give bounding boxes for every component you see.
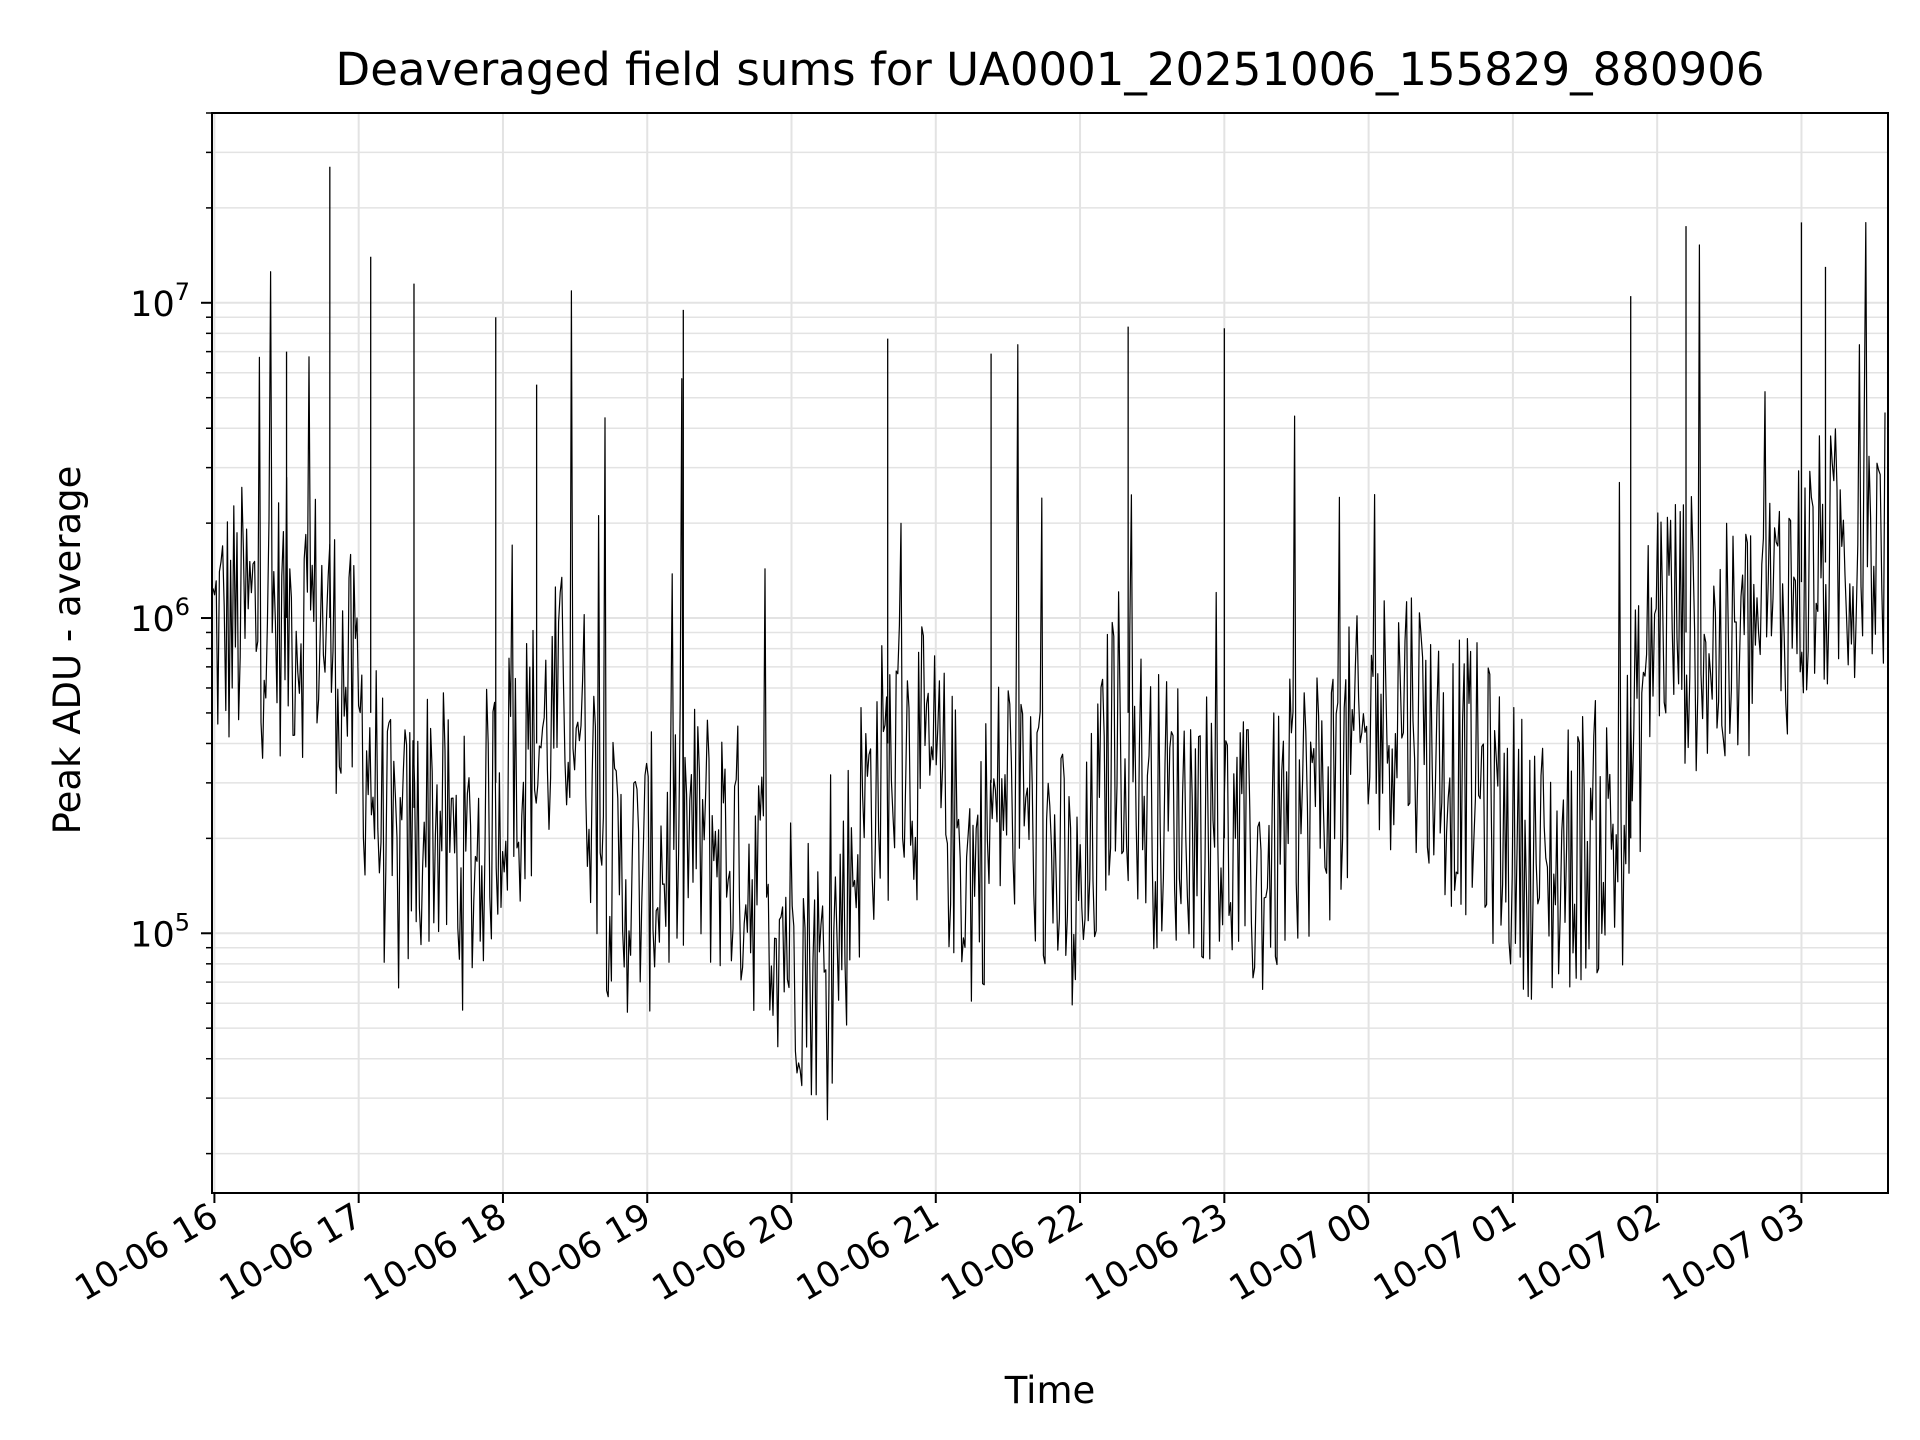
x-tick-label: 10-07 03 [1656,1196,1812,1309]
x-tick-label: 10-06 22 [934,1196,1090,1309]
x-tick-label: 10-06 18 [357,1196,513,1309]
y-tick-label: 105 [130,908,190,955]
x-tick-label: 10-06 23 [1079,1196,1235,1309]
y-tick-label: 106 [130,593,190,640]
grid [212,112,1888,1193]
x-tick-label: 10-06 21 [790,1196,946,1309]
x-tick-label: 10-07 02 [1511,1196,1667,1309]
x-tick-label: 10-06 20 [646,1196,802,1309]
y-axis: 105 106 107 [130,112,212,1155]
y-tick-label: 107 [130,278,190,325]
x-tick-label: 10-07 01 [1367,1196,1523,1309]
x-axis-label: Time [1004,1369,1096,1412]
x-tick-label: 10-06 17 [213,1196,369,1309]
data-line [212,222,1886,1121]
x-tick-label: 10-07 00 [1223,1196,1379,1309]
y-axis-label: Peak ADU - average [46,466,89,835]
chart-title: Deaveraged field sums for UA0001_2025100… [336,43,1765,96]
x-tick-label: 10-06 19 [501,1196,657,1309]
plot-area [212,166,1886,1121]
plot-frame [211,112,1889,1194]
x-tick-label: 10-06 16 [69,1196,225,1309]
